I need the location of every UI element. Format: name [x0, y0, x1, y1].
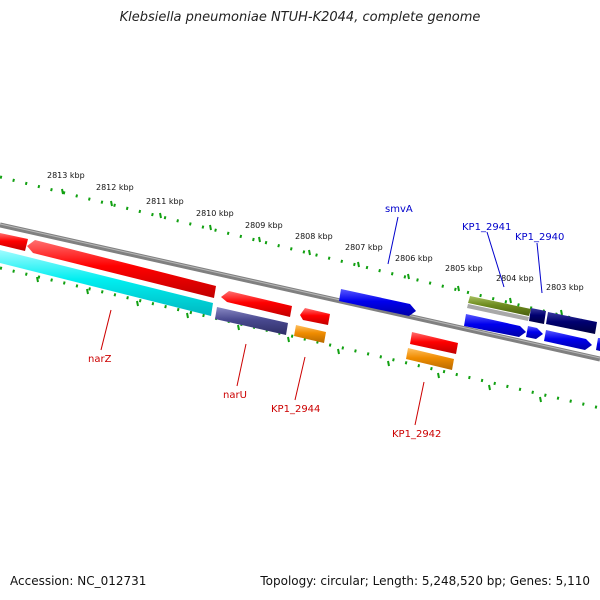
gene-band-olive [468, 296, 531, 316]
leader-kp1-2942 [414, 381, 425, 426]
minor-tick [186, 312, 189, 319]
gene-arrow-kp1-2944 [300, 308, 330, 325]
gene-arrow-kp1-2942 [410, 332, 458, 354]
kbp-label: 2805 kbp [445, 264, 483, 273]
outer-tick-ring [0, 175, 600, 327]
kbp-label: 2813 kbp [47, 171, 85, 180]
kbp-label: 2803 kbp [546, 283, 584, 292]
gene-arrow-smvA [339, 289, 416, 316]
label-leaders [100, 216, 543, 426]
major-tick [61, 188, 64, 195]
gene-band-grey [467, 304, 529, 321]
gene-label-narZ: narZ [88, 354, 112, 365]
gene-band-kp1-2944 [294, 325, 326, 343]
minor-tick [337, 348, 340, 355]
kbp-label: 2811 kbp [146, 197, 184, 206]
major-tick [407, 273, 410, 280]
major-tick [308, 249, 311, 256]
gene-arrow-right [544, 330, 592, 350]
gene-band-kp1-2942 [406, 348, 454, 370]
major-tick [357, 261, 360, 268]
minor-tick [437, 372, 440, 379]
minor-tick [36, 276, 39, 283]
minor-tick [488, 384, 491, 391]
gene-label-kp1-2941: KP1_2941 [462, 222, 511, 233]
kbp-label: 2809 kbp [245, 221, 283, 230]
major-tick [509, 297, 512, 304]
kbp-label: 2810 kbp [196, 209, 234, 218]
kbp-label: 2804 kbp [496, 274, 534, 283]
leader-kp1-2941 [486, 231, 505, 288]
minor-tick [237, 324, 240, 331]
gene-label-kp1-2942: KP1_2942 [392, 429, 441, 440]
gene-arrow-kp1-2941 [464, 314, 526, 337]
minor-tick [136, 300, 139, 307]
leader-narU [236, 343, 247, 387]
gene-features [0, 233, 600, 370]
major-tick [258, 236, 261, 243]
gene-band-navy-small [529, 308, 546, 324]
minor-tick [86, 288, 89, 295]
major-tick [110, 200, 113, 207]
minor-tick [287, 336, 290, 343]
major-tick [560, 309, 563, 316]
gene-arrow-narU [221, 291, 292, 317]
leader-kp1-2944 [294, 356, 306, 401]
gene-band-slate [215, 307, 288, 335]
gene-band-navy [546, 312, 597, 334]
kbp-label: 2806 kbp [395, 254, 433, 263]
kbp-label: 2807 kbp [345, 243, 383, 252]
gene-label-narU: narU [223, 390, 247, 401]
minor-tick [387, 360, 390, 367]
kbp-label: 2808 kbp [295, 232, 333, 241]
gene-arrow-narZ [27, 240, 216, 298]
gene-label-kp1-2940: KP1_2940 [515, 232, 564, 243]
gene-arrow-left-edge [0, 233, 28, 251]
map-title: Klebsiella pneumoniae NTUH-K2044, comple… [119, 10, 481, 25]
leader-kp1-2940 [536, 242, 543, 294]
leader-smvA [387, 216, 399, 265]
gene-band-cyan [0, 250, 213, 316]
accession-text: Accession: NC_012731 [10, 574, 147, 588]
major-tick [209, 224, 212, 231]
topology-text: Topology: circular; Length: 5,248,520 bp… [260, 574, 590, 588]
gene-label-smvA: smvA [385, 204, 413, 215]
leader-narZ [100, 309, 112, 351]
kbp-label: 2812 kbp [96, 183, 134, 192]
inner-tick-ring [0, 266, 600, 410]
gene-arrow-kp1-2940 [526, 326, 543, 339]
major-tick [159, 212, 162, 219]
minor-tick [539, 396, 542, 403]
gene-arrow-right-edge [596, 338, 600, 351]
major-tick [457, 285, 460, 292]
gene-label-kp1-2944: KP1_2944 [271, 404, 320, 415]
genome-backbone [0, 222, 600, 362]
